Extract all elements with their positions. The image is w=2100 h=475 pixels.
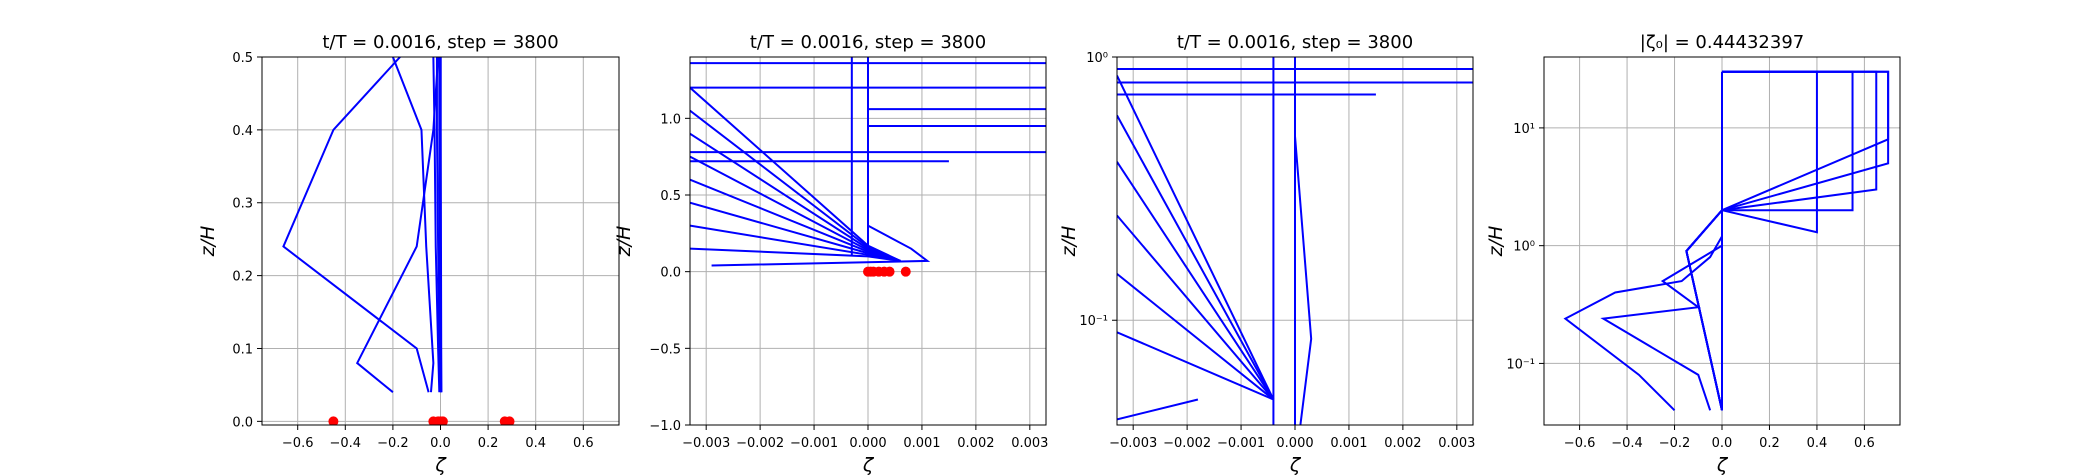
x-tick-label: 0.4 xyxy=(525,436,546,451)
x-tick-label: −0.001 xyxy=(790,436,838,451)
y-tick-label: 0.5 xyxy=(660,189,681,204)
y-tick-label: 10⁰ xyxy=(1086,51,1108,66)
panel-title: |ζ₀| = 0.44432397 xyxy=(1640,32,1804,53)
y-tick-label: 10⁻¹ xyxy=(1506,357,1535,372)
profile-line xyxy=(432,57,441,393)
plot-area xyxy=(690,57,1046,277)
profile-line xyxy=(1685,70,1890,411)
y-tick-label: 0.1 xyxy=(232,342,253,357)
profile-line xyxy=(1685,70,1878,411)
x-tick-label: 0.002 xyxy=(1384,436,1421,451)
y-tick-label: 10⁻¹ xyxy=(1079,314,1108,329)
x-tick-label: 0.000 xyxy=(1276,436,1313,451)
x-axis-label: ζ xyxy=(1289,454,1302,475)
x-tick-label: 0.002 xyxy=(957,436,994,451)
panel: −0.003 −0.002 −0.001 0.000 0.001 0.002 0.003 10… xyxy=(1058,32,1475,475)
y-axis-label: z/H xyxy=(613,226,635,258)
panel: −0.6 −0.4 −0.2 0.0 0.2 0.4 0.6 10⁻¹ 10⁰ 10¹ |ζ₀| =… xyxy=(1485,32,1901,475)
panel-title: t/T = 0.0016, step = 3800 xyxy=(1177,32,1413,53)
y-tick-label: −0.5 xyxy=(649,342,681,357)
x-tick-label: 0.001 xyxy=(903,436,940,451)
axes-frame xyxy=(1116,56,1474,426)
profile-line xyxy=(711,224,931,267)
x-tick-label: −0.4 xyxy=(330,436,362,451)
x-tick-label: 0.001 xyxy=(1330,436,1367,451)
profile-line xyxy=(1117,398,1199,421)
scatter-point xyxy=(900,266,911,277)
profile-line xyxy=(282,57,430,393)
y-tick-label: 10⁰ xyxy=(1513,240,1535,255)
y-tick-label: 0.0 xyxy=(660,266,681,281)
panel: −0.003 −0.002 −0.001 0.000 0.001 0.002 0.003 −1… xyxy=(613,32,1048,475)
profile-line xyxy=(1685,70,1818,411)
x-tick-label: 0.0 xyxy=(430,436,451,451)
x-tick-label: −0.003 xyxy=(1109,436,1157,451)
scatter-point xyxy=(437,416,448,425)
scatter-point xyxy=(504,416,515,425)
profile-line xyxy=(1563,235,1723,411)
x-tick-label: −0.2 xyxy=(1659,436,1691,451)
y-tick-label: 0.2 xyxy=(232,270,253,285)
y-axis-label: z/H xyxy=(1485,226,1507,258)
x-tick-label: −0.6 xyxy=(1564,436,1596,451)
y-axis-label: z/H xyxy=(197,226,219,258)
x-tick-label: 0.2 xyxy=(1759,436,1780,451)
x-axis-label: ζ xyxy=(1716,454,1729,475)
x-axis-label: ζ xyxy=(862,454,875,475)
x-tick-label: 0.6 xyxy=(1854,436,1875,451)
profile-line xyxy=(1117,273,1275,401)
panel: −0.6 −0.4 −0.2 0.0 0.2 0.4 0.6 0.0 0.1 0.2 0.3 0.4 0… xyxy=(197,32,620,475)
y-tick-label: 0.4 xyxy=(232,124,253,139)
y-tick-label: −1.0 xyxy=(649,419,681,434)
profile-line xyxy=(391,57,435,393)
y-tick-label: 1.0 xyxy=(660,112,681,127)
x-tick-label: 0.4 xyxy=(1807,436,1828,451)
x-tick-label: 0.6 xyxy=(573,436,594,451)
axes-frame xyxy=(261,56,620,426)
axes-frame xyxy=(689,56,1047,426)
x-tick-label: 0.0 xyxy=(1712,436,1733,451)
panel-title: t/T = 0.0016, step = 3800 xyxy=(322,32,558,53)
profile-line xyxy=(439,57,443,393)
y-tick-label: 0.0 xyxy=(232,415,253,430)
x-tick-label: −0.2 xyxy=(377,436,409,451)
y-tick-label: 0.3 xyxy=(232,197,253,212)
plot-area xyxy=(282,57,515,425)
profile-line xyxy=(1117,114,1275,400)
x-tick-label: −0.4 xyxy=(1611,436,1643,451)
profile-line xyxy=(1117,75,1275,400)
y-axis-label: z/H xyxy=(1058,226,1080,258)
plot-area xyxy=(1117,57,1473,425)
x-axis-label: ζ xyxy=(434,454,447,475)
profile-line xyxy=(1117,161,1275,401)
x-tick-label: −0.002 xyxy=(736,436,784,451)
x-tick-label: 0.003 xyxy=(1438,436,1475,451)
x-tick-label: −0.6 xyxy=(282,436,314,451)
x-tick-label: −0.002 xyxy=(1163,436,1211,451)
panel-title: t/T = 0.0016, step = 3800 xyxy=(750,32,986,53)
profile-line xyxy=(1117,331,1274,401)
x-tick-label: 0.003 xyxy=(1011,436,1048,451)
scatter-point xyxy=(328,416,339,425)
profile-line xyxy=(1685,70,1890,411)
profile-line xyxy=(1117,214,1275,401)
profile-line xyxy=(1294,136,1313,425)
x-tick-label: −0.001 xyxy=(1217,436,1265,451)
x-tick-label: 0.2 xyxy=(478,436,499,451)
y-tick-label: 10¹ xyxy=(1513,122,1535,137)
x-tick-label: −0.003 xyxy=(682,436,730,451)
profile-line xyxy=(1600,244,1723,411)
y-tick-label: 0.5 xyxy=(232,51,253,66)
axes-frame xyxy=(1543,56,1901,426)
scatter-point xyxy=(884,266,895,277)
x-tick-label: 0.000 xyxy=(849,436,886,451)
plot-area xyxy=(1563,70,1890,411)
